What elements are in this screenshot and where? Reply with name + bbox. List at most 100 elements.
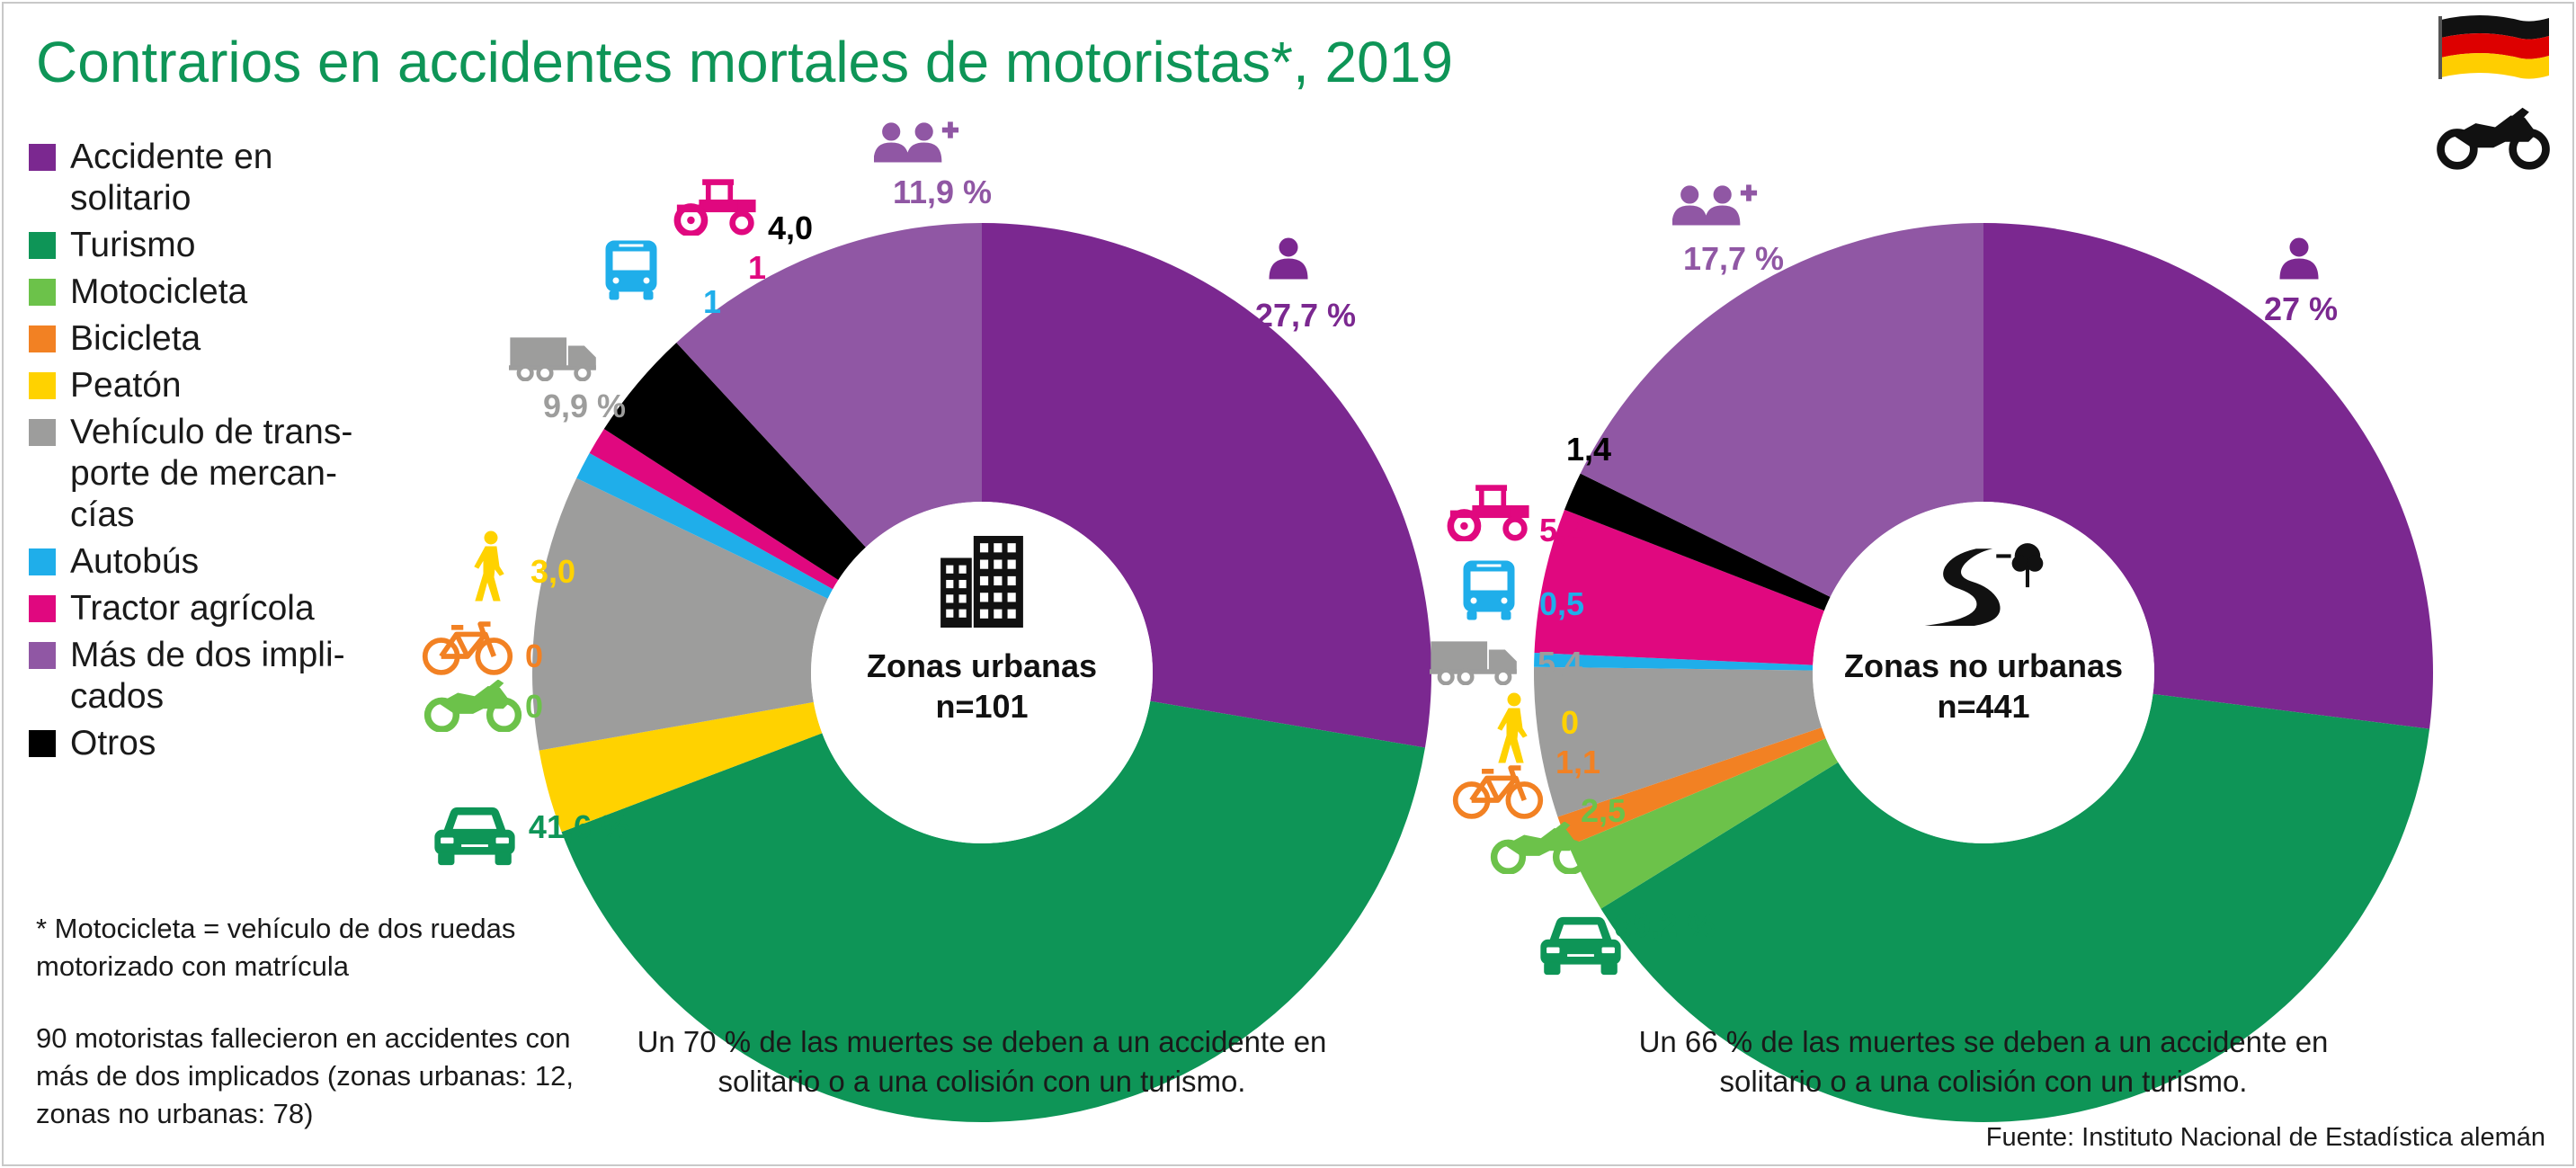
slice-value-label: 27 %: [2264, 290, 2338, 327]
chart-caption: solitario o a una colisión con un turism…: [718, 1065, 1246, 1098]
legend-label: Otros: [70, 724, 156, 762]
slice-value-label: 0: [1561, 704, 1579, 741]
legend-label: Vehículo de trans-porte de mercan-cías: [70, 413, 353, 534]
bus-icon: [605, 240, 657, 300]
person-icon: [1269, 237, 1308, 280]
motorcycle-icon: [2441, 108, 2546, 165]
legend-swatch: [29, 730, 56, 757]
tractor-icon: [1450, 486, 1529, 539]
donut-slice: [1534, 653, 1814, 671]
car-icon: [1540, 916, 1621, 976]
donut-slice: [1557, 727, 1826, 846]
group-icon: [1672, 184, 1758, 226]
legend: Accidente en solitario Turismo Motocicleta B…: [29, 137, 424, 770]
slice-value-label: 1: [748, 249, 766, 286]
legend-swatch: [29, 595, 56, 622]
donut-hole: [811, 502, 1153, 843]
legend-item: Peatón: [29, 365, 424, 406]
side-note-line: 90 motoristas fallecieron en accidentes …: [36, 1022, 571, 1054]
truck-icon: [509, 338, 595, 379]
bus-icon: [1463, 560, 1515, 620]
side-note-line: zonas no urbanas: 78): [36, 1098, 314, 1129]
slice-value-label: 3,0: [530, 553, 575, 590]
car-icon: [434, 807, 515, 866]
legend-swatch: [29, 325, 56, 352]
slice-value-label: 2,5: [1581, 792, 1626, 829]
tractor-icon: [677, 180, 755, 234]
side-note-line: más de dos implicados (zonas urbanas: 12…: [36, 1060, 574, 1092]
footnote: * Motocicleta = vehículo de dos ruedas m…: [36, 910, 515, 985]
legend-label: Bicicleta: [70, 319, 201, 358]
slice-value-label: 5,2: [1539, 512, 1584, 548]
legend-item: Otros: [29, 723, 424, 764]
donut-center-subtitle: n=441: [1937, 688, 2029, 725]
donut-slice: [1564, 473, 1831, 611]
donut-slice: [1600, 693, 2430, 1123]
slice-value-label: 1,1: [1555, 744, 1600, 780]
bicycle-icon: [1456, 768, 1541, 816]
donut-slice: [676, 223, 982, 548]
slice-value-label: 17,7 %: [1683, 240, 1784, 277]
donut-slice: [1568, 738, 1839, 909]
donut-slice: [589, 429, 839, 590]
legend-item: Accidente en solitario: [29, 137, 424, 219]
germany-flag-icon: [2438, 15, 2549, 79]
slice-value-label: 41,6 %: [529, 808, 629, 845]
source-note: Fuente: Instituto Nacional de Estadístic…: [1985, 1123, 2545, 1152]
slice-value-label: 0: [525, 637, 543, 674]
donut-slice: [1580, 223, 1983, 597]
slice-value-label: 9,9 %: [543, 388, 626, 424]
chart-title: Contrarios en accidentes mortales de mot…: [36, 30, 1453, 94]
legend-label: Peatón: [70, 366, 182, 405]
slice-value-label: 5,4: [1538, 645, 1582, 682]
legend-label: Autobús: [70, 542, 200, 581]
side-note: 90 motoristas fallecieron en accidentes …: [36, 1020, 574, 1133]
bicycle-icon: [425, 624, 511, 673]
legend-label: Más de dos impli-cados: [70, 636, 345, 716]
footnote-line: * Motocicleta = vehículo de dos ruedas: [36, 913, 516, 944]
group-icon: [874, 121, 959, 163]
donut-center-title: Zonas urbanas: [867, 647, 1097, 684]
legend-swatch: [29, 372, 56, 399]
donut-slice: [1534, 509, 1824, 665]
truck-icon: [1430, 642, 1516, 683]
slice-value-label: 11,9 %: [893, 174, 992, 210]
chart-caption: Un 70 % de las muertes se deben a un acc…: [637, 1025, 1327, 1058]
donut-hole: [1813, 502, 2154, 843]
footnote-line: motorizado con matrícula: [36, 950, 350, 982]
slice-value-label: 1: [703, 283, 721, 320]
donut-slice: [561, 700, 1425, 1123]
legend-item: Motocicleta: [29, 272, 424, 313]
chart-caption: solitario o a una colisión con un turism…: [1720, 1065, 2248, 1098]
donut-slice: [982, 223, 1432, 748]
legend-label: Tractor agrícola: [70, 589, 315, 628]
legend-item: Bicicleta: [29, 318, 424, 360]
legend-item: Más de dos impli-cados: [29, 635, 424, 718]
donut-center-title: Zonas no urbanas: [1844, 647, 2123, 684]
slice-value-label: 4,0: [768, 210, 813, 246]
pedestrian-icon: [1497, 692, 1528, 763]
legend-label: Motocicleta: [70, 272, 248, 311]
legend-label: Turismo: [70, 226, 196, 264]
donut-slice: [576, 452, 833, 599]
legend-swatch: [29, 144, 56, 171]
donut-slice: [1983, 223, 2433, 729]
donut-slice: [539, 701, 823, 833]
legend-swatch: [29, 279, 56, 306]
legend-item: Tractor agrícola: [29, 588, 424, 629]
pedestrian-icon: [474, 531, 504, 602]
legend-swatch: [29, 232, 56, 259]
slice-value-label: 1,4: [1566, 431, 1611, 468]
legend-swatch: [29, 419, 56, 446]
slice-value-label: 27,7 %: [1255, 297, 1356, 334]
donut-center-subtitle: n=101: [935, 688, 1028, 725]
chart-caption: Un 66 % de las muertes se deben a un acc…: [1639, 1025, 2329, 1058]
slice-value-label: 0,5: [1539, 585, 1584, 622]
donut-slice: [532, 477, 828, 751]
donut-slice: [1534, 666, 1823, 817]
legend-swatch: [29, 548, 56, 575]
legend-item: Autobús: [29, 541, 424, 583]
slice-value-label: 0: [525, 688, 543, 725]
legend-swatch: [29, 642, 56, 669]
